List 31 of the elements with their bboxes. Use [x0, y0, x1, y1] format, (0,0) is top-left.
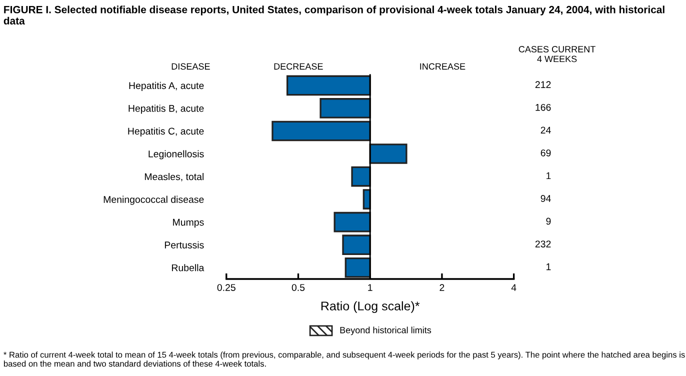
text: 212	[535, 81, 551, 88]
text: INCREASE	[420, 63, 466, 70]
text: Beyond historical limits	[340, 326, 432, 336]
text: * Ratio of current 4-week total to mean of 15 4-week totals (from previous, comparable, and subsequent 4-week periods for the past 5 years). The point where the hatched area begins is based on the mean and two standard deviations of these 4-week totals.	[4, 352, 685, 367]
x-tick-label: 2	[440, 284, 444, 291]
text: 1	[546, 263, 551, 270]
text: CASES CURRENT 4 WEEKS	[518, 46, 596, 62]
x-tick-label: 4	[511, 284, 516, 291]
y-tick-label: Hepatitis C, acute	[128, 127, 204, 137]
text: 69	[540, 149, 551, 156]
text: 232	[535, 240, 551, 248]
y-tick-label: Rubella	[172, 264, 204, 272]
text: 9	[546, 218, 551, 225]
text: 24	[540, 126, 551, 134]
y-tick-label: Hepatitis A, acute	[129, 82, 204, 91]
y-tick-label: Legionellosis	[148, 150, 204, 160]
y-tick-label: Measles, total	[144, 173, 204, 182]
text: 94	[540, 195, 551, 202]
x-tick-label: 1	[368, 284, 372, 291]
x-tick-label: 0.5	[292, 284, 305, 291]
y-tick-label: Mumps	[173, 218, 204, 228]
y-tick-label: Hepatitis B, acute	[128, 104, 204, 114]
x-axis-title: Ratio (Log scale)*	[321, 301, 420, 313]
x-tick-label: 0.25	[217, 284, 236, 291]
y-tick-label: Meningococcal disease	[104, 196, 204, 205]
text: DECREASE	[274, 63, 323, 70]
y-tick-label: Pertussis	[164, 241, 204, 248]
text: DISEASE	[172, 63, 210, 70]
text: 166	[536, 104, 551, 111]
text: 1	[546, 172, 551, 180]
chart-title: FIGURE I. Selected notifiable disease reports, United States, comparison of provisional 4-week totals January 24, 2004, with historical data	[4, 6, 664, 25]
